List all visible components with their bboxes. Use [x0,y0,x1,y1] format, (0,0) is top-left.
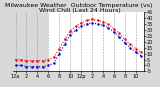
Text: Milwaukee Weather  Outdoor Temperature (vs)  Wind Chill (Last 24 Hours): Milwaukee Weather Outdoor Temperature (v… [5,3,155,13]
Bar [13,12,48,71]
